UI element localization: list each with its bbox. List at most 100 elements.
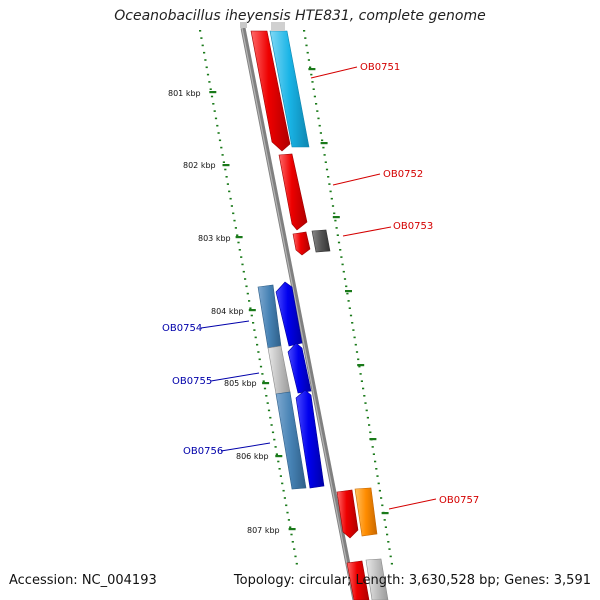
minor-tick (274, 446, 277, 448)
backbone-line (240, 27, 358, 600)
callout-line-ob0754 (200, 320, 250, 329)
gene-label[interactable]: OB0757 (439, 495, 479, 506)
minor-tick (343, 278, 347, 280)
gene-feature-ob0756-blue[interactable] (295, 389, 325, 489)
minor-tick (312, 88, 315, 90)
callout-line-ob0756 (220, 442, 271, 452)
minor-tick (293, 548, 296, 550)
minor-tick (354, 343, 357, 346)
minor-tick (310, 73, 313, 76)
minor-tick (238, 249, 241, 251)
gene-feature-ob0754-blue[interactable] (275, 281, 303, 347)
minor-tick (304, 37, 307, 39)
minor-tick (241, 263, 244, 266)
minor-tick (387, 541, 390, 543)
minor-tick (386, 533, 389, 536)
accession-text: Accession: NC_004193 (9, 573, 157, 588)
minor-tick (340, 256, 343, 258)
minor-tick (321, 139, 324, 142)
minor-tick (329, 190, 332, 193)
minor-tick (345, 285, 348, 288)
minor-tick (233, 219, 236, 222)
gene-feature-ob0756-steel[interactable] (275, 391, 307, 490)
kbp-label: 805 kbp (224, 379, 257, 388)
minor-tick (324, 161, 327, 163)
gene-label[interactable]: OB0753 (393, 221, 433, 232)
minor-tick (232, 212, 235, 215)
minor-tick (281, 482, 284, 485)
minor-tick (309, 66, 312, 69)
callout-line-ob0753 (342, 226, 392, 237)
gene-label[interactable]: OB0756 (183, 446, 223, 457)
gene-feature-small-red[interactable] (292, 231, 311, 256)
minor-tick (236, 234, 239, 236)
minor-tick (285, 504, 288, 507)
minor-tick (374, 460, 377, 463)
minor-tick (263, 387, 267, 390)
minor-tick (378, 489, 381, 492)
map-title: Oceanobacillus iheyensis HTE831, complet… (114, 8, 486, 24)
major-tick (320, 142, 328, 145)
minor-tick (347, 300, 350, 302)
minor-tick (390, 562, 393, 565)
minor-tick (342, 270, 345, 273)
minor-tick (377, 482, 380, 485)
minor-tick (317, 117, 320, 120)
minor-tick (282, 489, 285, 492)
minor-tick (313, 95, 316, 98)
minor-tick (220, 146, 223, 149)
major-tick (262, 382, 270, 385)
gene-feature-next-red[interactable] (346, 560, 370, 600)
minor-tick (369, 431, 372, 434)
minor-tick (254, 336, 257, 339)
gene-feature-ob0757-red[interactable] (336, 489, 359, 539)
callout-line-ob0755 (210, 372, 260, 382)
gene-feature-ob0752[interactable] (278, 153, 308, 231)
minor-tick (359, 373, 362, 375)
gene-feature-ob0751-red[interactable] (250, 30, 291, 152)
gene-label[interactable]: OB0754 (162, 323, 202, 334)
tick-track-right (303, 30, 393, 565)
minor-tick (271, 431, 275, 434)
minor-tick (346, 292, 349, 295)
minor-tick (351, 322, 354, 324)
gene-labels: OB0751 OB0752 OB0753 OB0754 OB0755 OB075… (162, 62, 479, 506)
gene-feature-next-gray[interactable] (365, 558, 389, 600)
minor-tick (206, 73, 210, 76)
minor-tick (277, 460, 280, 463)
minor-tick (375, 468, 378, 470)
minor-tick (355, 351, 359, 353)
minor-tick (279, 475, 282, 477)
minor-tick (307, 59, 310, 61)
major-tick (332, 216, 340, 219)
gene-feature-ob0755-blue[interactable] (287, 342, 312, 394)
minor-tick (229, 197, 232, 200)
minor-tick (327, 176, 330, 178)
minor-tick (242, 270, 245, 273)
minor-tick (228, 190, 231, 193)
minor-tick (265, 395, 268, 397)
minor-tick (201, 44, 204, 47)
gene-features (250, 22, 389, 600)
major-tick (248, 309, 256, 312)
gene-label[interactable]: OB0752 (383, 169, 423, 180)
minor-tick (250, 314, 253, 317)
gene-label[interactable]: OB0751 (360, 62, 400, 73)
minor-tick (341, 263, 344, 266)
gene-feature-ob0755-gray[interactable] (267, 345, 291, 395)
minor-tick (388, 548, 391, 550)
minor-tick (333, 212, 336, 215)
minor-tick (269, 416, 272, 419)
major-tick (235, 236, 243, 239)
minor-tick (323, 154, 326, 156)
gene-feature-ob0753[interactable] (311, 229, 331, 253)
minor-tick (224, 168, 227, 171)
minor-tick (226, 183, 229, 185)
minor-tick (200, 37, 203, 39)
gene-label[interactable]: OB0755 (172, 376, 212, 387)
gene-feature-ob0757-orange[interactable] (354, 487, 378, 537)
minor-tick (253, 329, 256, 331)
minor-tick (208, 81, 211, 83)
minor-tick (291, 541, 294, 543)
